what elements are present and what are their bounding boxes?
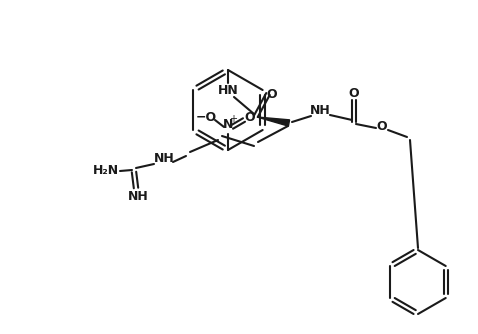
Text: NH: NH [153, 152, 174, 165]
Text: NH: NH [310, 104, 330, 117]
Text: N: N [223, 118, 233, 131]
Text: O: O [348, 87, 359, 100]
Text: O: O [377, 120, 387, 133]
Text: O: O [245, 111, 255, 124]
Text: O: O [267, 88, 277, 101]
Polygon shape [257, 117, 290, 126]
Text: HN: HN [217, 84, 239, 97]
Text: −O: −O [196, 111, 217, 124]
Text: +: + [229, 114, 238, 124]
Text: H₂N: H₂N [93, 164, 119, 176]
Text: NH: NH [128, 189, 148, 202]
